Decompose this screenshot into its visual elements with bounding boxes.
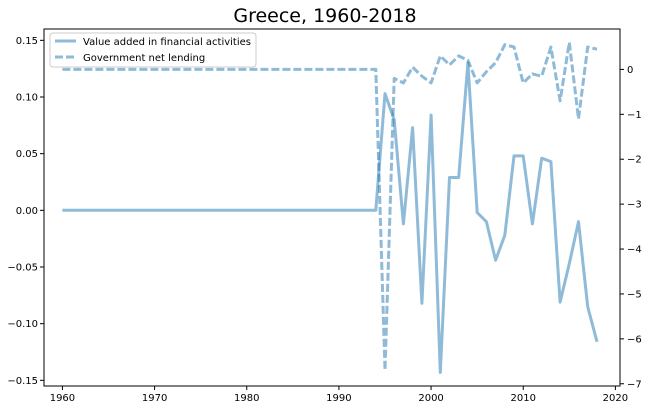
x-tick-label-1970: 1970 — [142, 393, 167, 404]
y-right-tick-label-6: −6 — [627, 334, 642, 345]
legend-label-financial: Value added in financial activities — [83, 37, 251, 48]
chart-title: Greece, 1960-2018 — [233, 5, 416, 27]
y-right-tick-label-3: −3 — [627, 200, 642, 211]
series-line-0 — [62, 61, 599, 374]
plot-lines — [62, 41, 599, 374]
y-axis-left: −0.15 −0.10 −0.05 0.00 0.05 0.10 0.15 — [7, 36, 44, 387]
y-left-tick-label-3: 0.00 — [16, 206, 38, 217]
plot-frame — [43, 28, 621, 387]
x-tick-label-1960: 1960 — [50, 393, 75, 404]
y-right-tick-label-2: −2 — [627, 155, 642, 166]
y-left-tick-label-4: 0.05 — [16, 149, 38, 160]
x-tick-label-2020: 2020 — [603, 393, 628, 404]
legend: Value added in financial activities Gove… — [49, 32, 257, 68]
y-right-tick-label-4: −4 — [627, 245, 642, 256]
legend-label-lending: Government net lending — [83, 53, 205, 64]
y-axis-right: 0 −1 −2 −3 −4 −5 −6 −7 — [620, 65, 642, 390]
x-axis: 1960 1970 1980 1990 2000 2010 2020 — [50, 386, 628, 404]
y-left-tick-label-6: 0.15 — [16, 36, 38, 47]
y-left-tick-label-1: −0.10 — [7, 319, 38, 330]
y-right-tick-label-5: −5 — [627, 289, 642, 300]
series-line-1 — [62, 41, 598, 372]
legend-box — [49, 32, 257, 68]
x-tick-label-1990: 1990 — [326, 393, 351, 404]
x-tick-label-1980: 1980 — [234, 393, 259, 404]
x-tick-label-2000: 2000 — [418, 393, 443, 404]
y-left-tick-label-0: −0.15 — [7, 376, 38, 387]
y-left-tick-label-2: −0.05 — [7, 263, 38, 274]
y-right-tick-label-7: −7 — [627, 379, 642, 390]
y-left-tick-label-5: 0.10 — [16, 93, 38, 104]
x-tick-label-2010: 2010 — [511, 393, 536, 404]
y-right-tick-label-0: 0 — [627, 65, 633, 76]
y-right-tick-label-1: −1 — [627, 110, 642, 121]
